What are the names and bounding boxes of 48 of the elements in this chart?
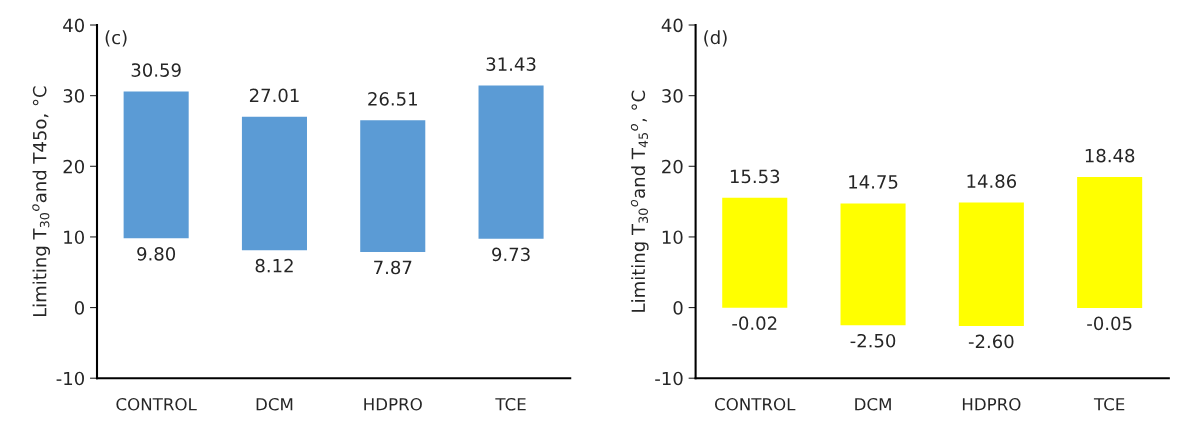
annotation: 27.01 [249,88,299,103]
y-tick-label: 20 [662,159,683,174]
annotation: 18.48 [1085,148,1135,163]
annotation: 26.51 [368,92,417,106]
bar [241,116,307,251]
annotation: 8.12 [255,258,293,273]
annotation: -0.05 [1087,316,1132,331]
y-axis-title: Limiting T$_{30}$$^{o}$and T$_{45}$$^{o}$, °C [630,90,649,312]
y-tick-label: 20 [63,159,84,174]
annotation: 14.75 [849,175,898,189]
bar [1077,177,1143,308]
y-tick-label: 10 [662,230,683,245]
x-tick-label: DCM [256,397,293,411]
annotation: 7.87 [374,260,412,275]
annotation: 9.80 [137,247,176,261]
bar [123,91,189,239]
annotation: (c) [105,30,127,47]
annotation: 9.73 [492,247,530,262]
bar [722,197,788,308]
y-tick-label: -10 [56,371,84,386]
x-tick-label: DCM [855,397,891,411]
annotation: 14.86 [967,174,1017,188]
y-tick-label: 30 [662,89,683,103]
y-tick-label: 0 [74,301,84,315]
annotation: -0.02 [732,316,777,331]
x-tick-label: CONTROL [714,397,796,411]
bar [958,202,1024,326]
bar [840,203,906,326]
annotation: 30.59 [131,63,181,77]
x-tick-label: TCE [495,397,526,411]
bar [360,120,426,252]
y-tick-label: 40 [661,18,683,33]
y-tick-label: 0 [673,301,683,315]
y-axis-title: Limiting T$_{30}$$^{o}$and T45o, °C [32,86,51,317]
annotation: -2.60 [968,334,1014,349]
bar [478,85,544,239]
y-tick-label: 40 [63,18,84,33]
y-tick-label: 30 [63,89,84,103]
x-tick-label: CONTROL [116,397,197,411]
annotation: (d) [704,30,727,47]
x-tick-label: TCE [1093,397,1125,411]
y-tick-label: 10 [64,230,84,245]
annotation: 31.43 [486,57,536,71]
annotation: -2.50 [850,333,896,348]
y-tick-label: -10 [655,371,683,386]
annotation: 15.53 [730,169,780,184]
x-tick-label: HDPRO [364,397,422,411]
x-tick-label: HDPRO [962,397,1021,411]
